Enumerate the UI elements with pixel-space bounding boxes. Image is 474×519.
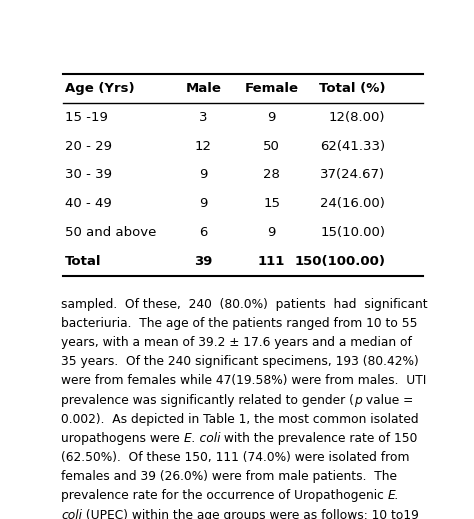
Text: 50: 50 xyxy=(263,140,280,153)
Text: 3: 3 xyxy=(199,111,208,124)
Text: 40 - 49: 40 - 49 xyxy=(65,197,111,210)
Text: 28: 28 xyxy=(263,169,280,182)
Text: Total: Total xyxy=(65,255,101,268)
Text: Age (Yrs): Age (Yrs) xyxy=(65,82,135,95)
Text: 9: 9 xyxy=(267,111,276,124)
Text: 12(8.00): 12(8.00) xyxy=(328,111,385,124)
Text: E.: E. xyxy=(388,489,400,502)
Text: 12: 12 xyxy=(195,140,212,153)
Text: 111: 111 xyxy=(258,255,285,268)
Text: value =: value = xyxy=(362,393,413,406)
Text: with the prevalence rate of 150: with the prevalence rate of 150 xyxy=(220,432,418,445)
Text: 30 - 39: 30 - 39 xyxy=(65,169,112,182)
Text: Female: Female xyxy=(245,82,299,95)
Text: years, with a mean of 39.2 ± 17.6 years and a median of: years, with a mean of 39.2 ± 17.6 years … xyxy=(61,336,412,349)
Text: prevalence rate for the occurrence of Uropathogenic: prevalence rate for the occurrence of Ur… xyxy=(61,489,388,502)
Text: 15 -19: 15 -19 xyxy=(65,111,108,124)
Text: were from females while 47(19.58%) were from males.  UTI: were from females while 47(19.58%) were … xyxy=(61,374,427,387)
Text: coli: coli xyxy=(61,509,82,519)
Text: 0.002).  As depicted in Table 1, the most common isolated: 0.002). As depicted in Table 1, the most… xyxy=(61,413,419,426)
Text: 15(10.00): 15(10.00) xyxy=(320,226,385,239)
Text: uropathogens were: uropathogens were xyxy=(61,432,184,445)
Text: 6: 6 xyxy=(199,226,208,239)
Text: 62(41.33): 62(41.33) xyxy=(320,140,385,153)
Text: 20 - 29: 20 - 29 xyxy=(65,140,112,153)
Text: 15: 15 xyxy=(263,197,280,210)
Text: Male: Male xyxy=(185,82,221,95)
Text: 150(100.00): 150(100.00) xyxy=(294,255,385,268)
Text: 37(24.67): 37(24.67) xyxy=(320,169,385,182)
Text: sampled.  Of these,  240  (80.0%)  patients  had  significant: sampled. Of these, 240 (80.0%) patients … xyxy=(61,298,428,311)
Text: 50 and above: 50 and above xyxy=(65,226,156,239)
Text: 9: 9 xyxy=(267,226,276,239)
Text: bacteriuria.  The age of the patients ranged from 10 to 55: bacteriuria. The age of the patients ran… xyxy=(61,317,418,330)
Text: prevalence was significantly related to gender (: prevalence was significantly related to … xyxy=(61,393,354,406)
Text: 39: 39 xyxy=(194,255,212,268)
Text: (UPEC) within the age groups were as follows: 10 to19: (UPEC) within the age groups were as fol… xyxy=(82,509,419,519)
Text: females and 39 (26.0%) were from male patients.  The: females and 39 (26.0%) were from male pa… xyxy=(61,470,397,483)
Text: 24(16.00): 24(16.00) xyxy=(320,197,385,210)
Text: E. coli: E. coli xyxy=(184,432,220,445)
Text: p: p xyxy=(354,393,362,406)
Text: (62.50%).  Of these 150, 111 (74.0%) were isolated from: (62.50%). Of these 150, 111 (74.0%) were… xyxy=(61,451,410,464)
Text: 9: 9 xyxy=(199,169,208,182)
Text: Total (%): Total (%) xyxy=(319,82,385,95)
Text: 9: 9 xyxy=(199,197,208,210)
Text: 35 years.  Of the 240 significant specimens, 193 (80.42%): 35 years. Of the 240 significant specime… xyxy=(61,355,419,368)
